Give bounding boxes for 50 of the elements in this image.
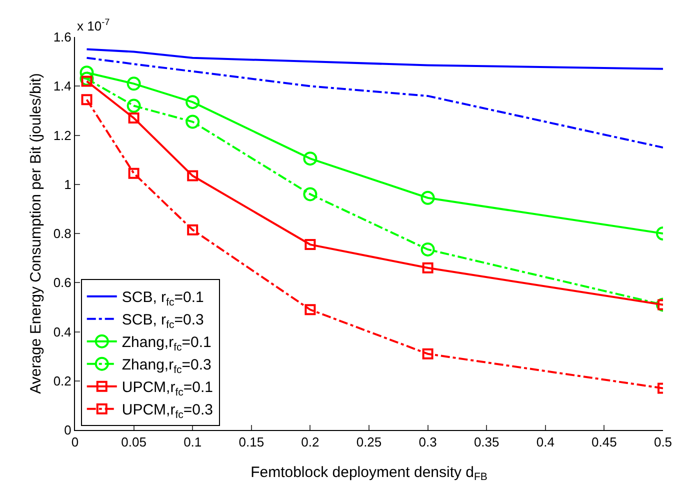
x-tick-label: 0.15	[238, 434, 264, 450]
x-tick-label: 0.25	[356, 434, 382, 450]
point	[187, 170, 198, 182]
y-tick-label: 1.2	[53, 128, 72, 143]
y-tick-label: 1.6	[53, 30, 72, 45]
point	[80, 66, 94, 80]
legend-label: UPCM,r$_{fc}$=0.3	[122, 402, 214, 421]
text: x 10$^{-7}$	[77, 17, 110, 34]
x-tick-label: 0.45	[592, 434, 617, 450]
y-tick-label: 0	[64, 422, 72, 438]
point	[303, 187, 318, 202]
point	[186, 95, 200, 110]
line-series	[86, 48, 663, 70]
line-series	[86, 56, 663, 149]
x-tick-label: 0.4	[536, 434, 554, 450]
legend-label: SCB, r$_{fc}$=0.1	[122, 289, 204, 308]
point	[81, 94, 92, 106]
point	[80, 72, 94, 86]
point	[420, 242, 435, 256]
point	[126, 76, 141, 91]
x-tick-label: 0.35	[474, 434, 500, 450]
point	[186, 114, 200, 129]
x-tick-label: 0.1	[184, 434, 202, 450]
legend-label: Zhang,r$_{fc}$=0.3	[122, 356, 212, 376]
legend-label: UPCM,r$_{fc}$=0.1	[122, 379, 214, 398]
point	[128, 168, 140, 179]
y-tick-label: 0.2	[53, 373, 72, 388]
x-tick-label: 0.05	[121, 434, 146, 450]
point	[128, 112, 140, 124]
point	[422, 262, 434, 274]
legend-label: Zhang,r$_{fc}$=0.1	[122, 334, 212, 354]
y-tick-label: 1	[64, 176, 72, 192]
x-tick-label: 0.5	[654, 434, 672, 450]
x-axis-title: Femtoblock deployment density d$_{FB}$	[250, 464, 488, 483]
point	[304, 239, 316, 250]
point	[422, 348, 434, 360]
y-tick-label: 0.8	[53, 226, 72, 242]
point	[303, 152, 318, 166]
point	[126, 98, 141, 113]
point	[187, 224, 198, 236]
x-tick-label: 0.2	[301, 434, 320, 450]
x-tick-label: 0.3	[418, 434, 437, 450]
legend-label: SCB, r$_{fc}$=0.3	[122, 312, 204, 331]
point	[304, 304, 316, 316]
y-tick-label: 1.4	[53, 78, 72, 94]
point	[420, 190, 435, 205]
y-tick-label: 0.4	[53, 324, 72, 340]
point	[81, 76, 92, 87]
y-tick-label: 0.6	[53, 275, 72, 290]
y-axis-title: Average Energy Consumption per Bit (joules/bit)	[28, 73, 45, 394]
